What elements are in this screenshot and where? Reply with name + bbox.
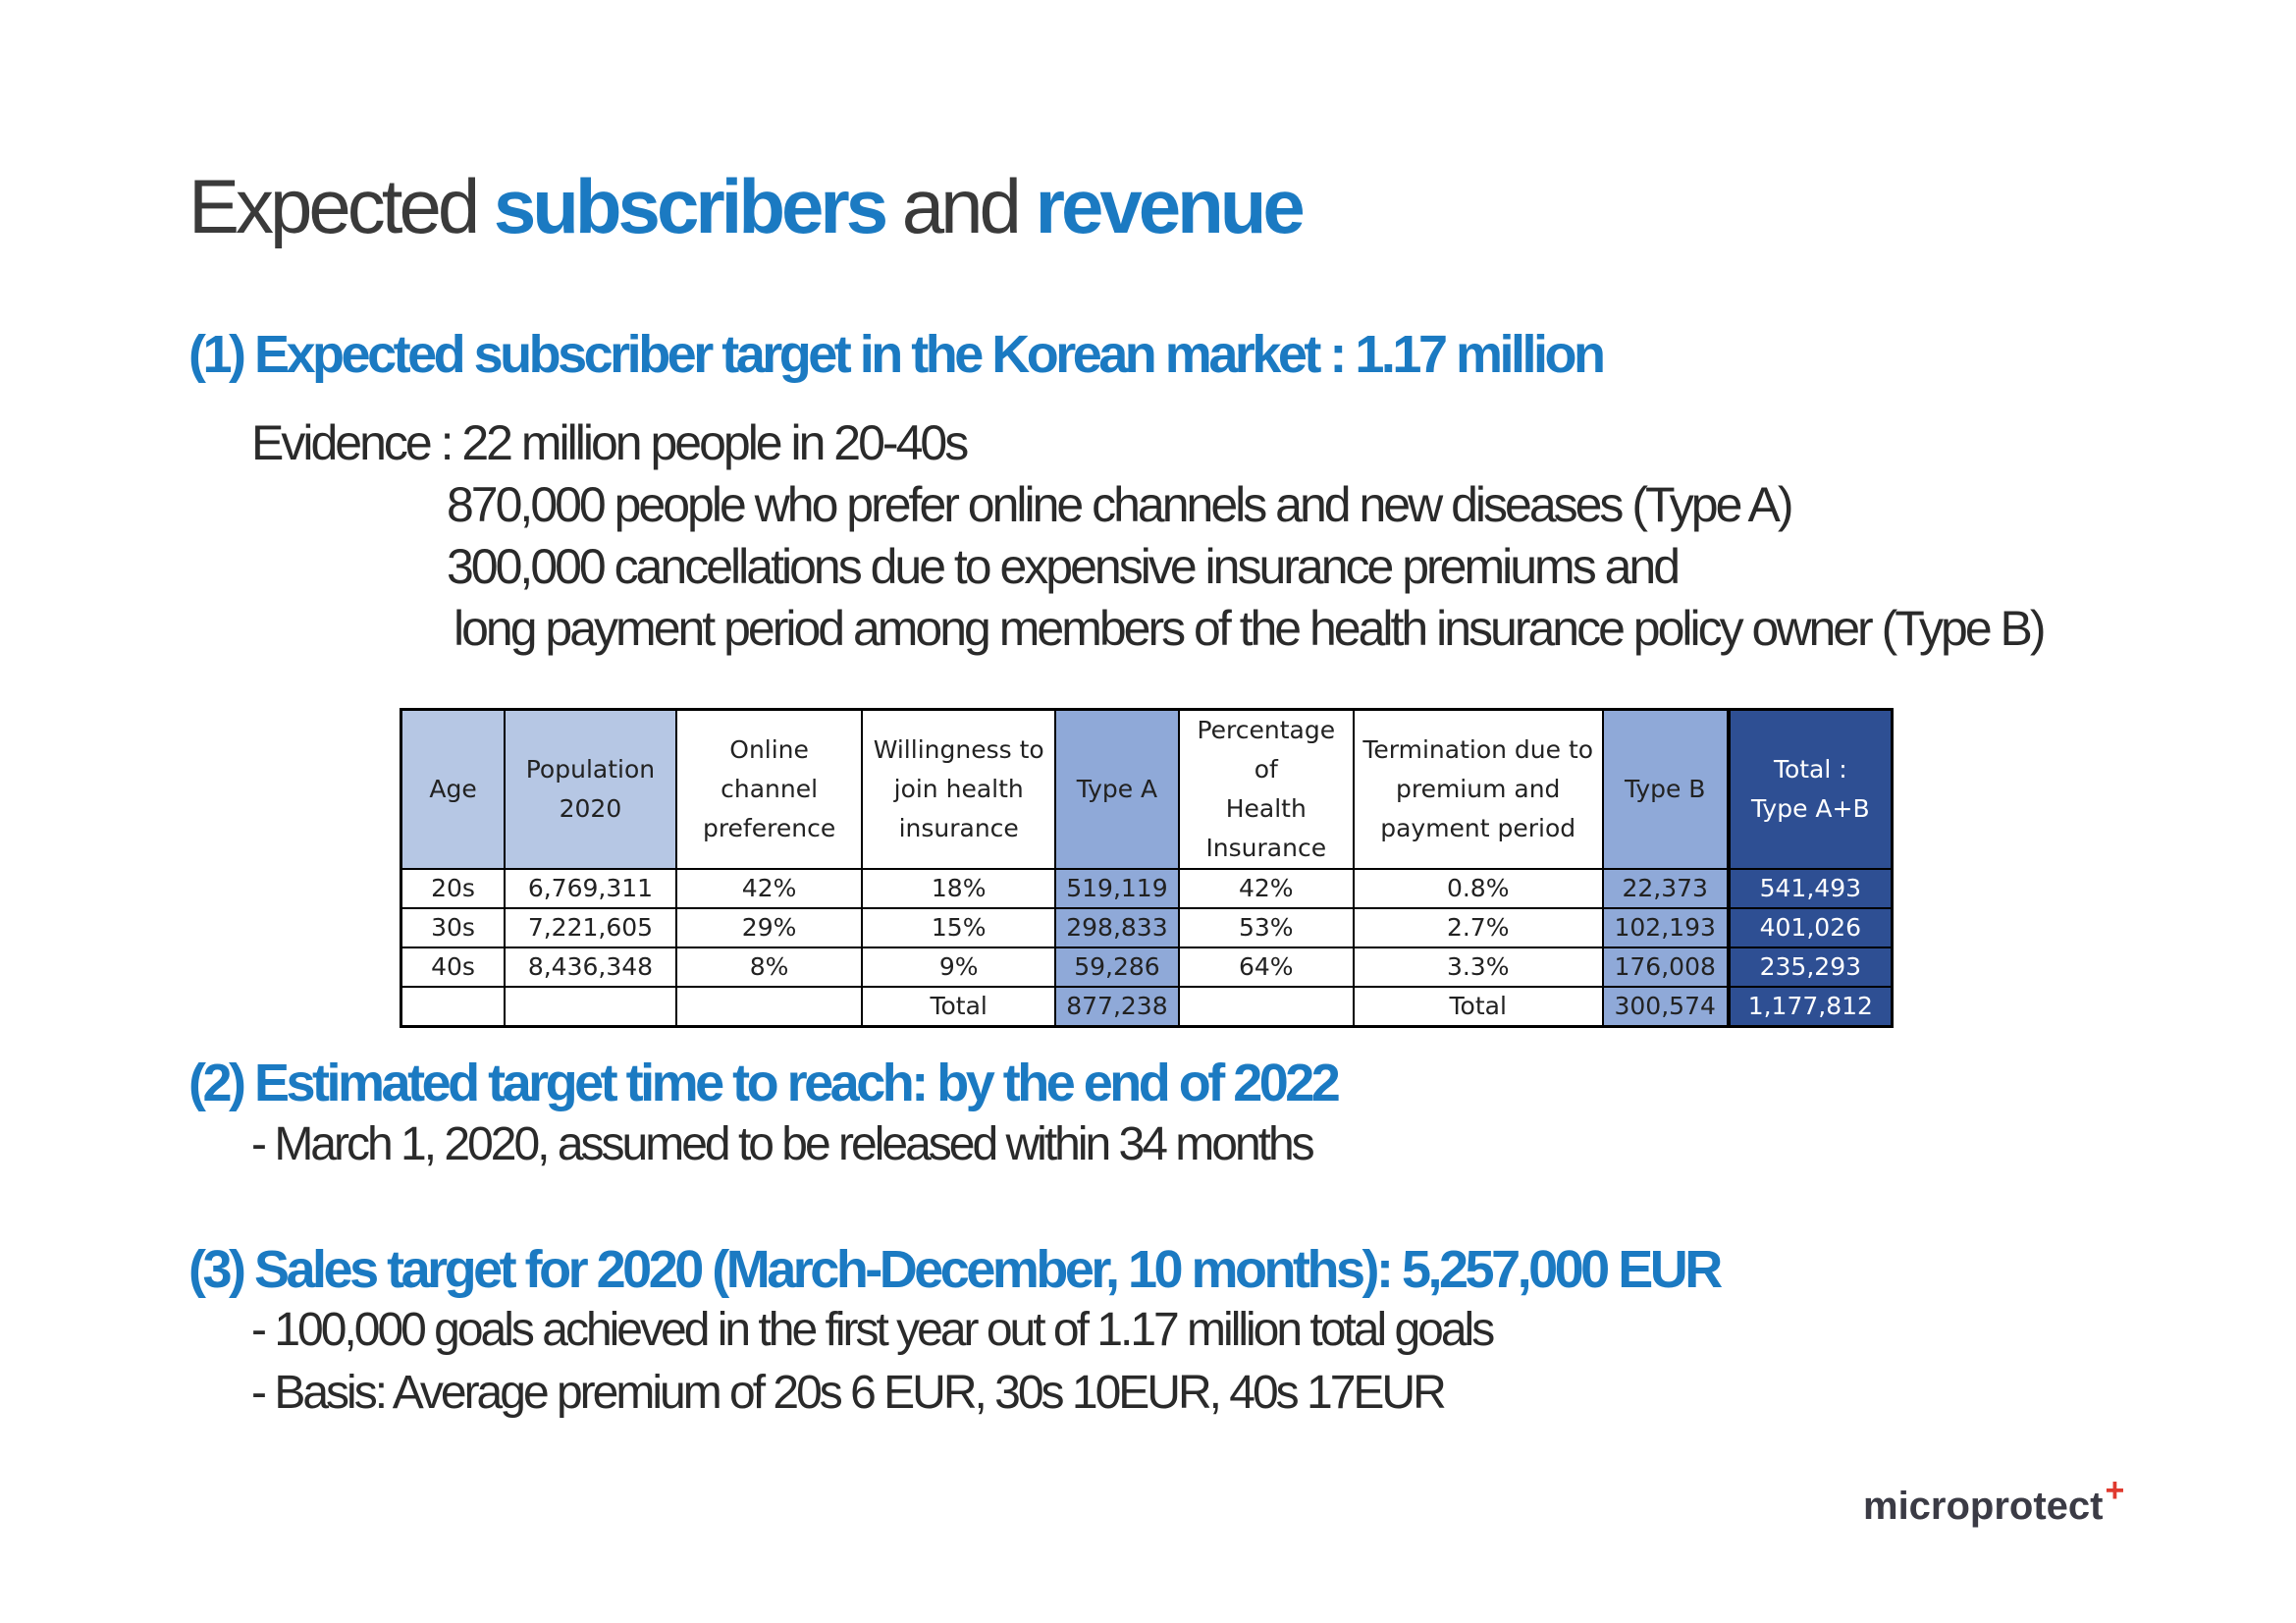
cell-total-type-a: 877,238 (1053, 986, 1180, 1028)
plus-icon: + (2105, 1472, 2125, 1509)
cell-termination: 2.7% (1352, 907, 1604, 948)
cell-total: 401,026 (1726, 907, 1894, 948)
cell-online: 42% (674, 868, 864, 909)
title-part-1: Expected (188, 163, 494, 249)
table-row: 40s 8,436,348 8% 9% 59,286 64% 3.3% 176,… (400, 947, 1894, 988)
header-total: Total : Type A+B (1726, 708, 1894, 870)
title-part-3: and (884, 163, 1036, 249)
cell-age: 30s (400, 907, 507, 948)
evidence-line-1: 870,000 people who prefer online channel… (447, 477, 1794, 532)
cell-grand-total: 1,177,812 (1726, 986, 1894, 1028)
header-termination: Termination due to premium and payment per… (1352, 708, 1604, 870)
cell-empty (1177, 986, 1355, 1028)
evidence-label: Evidence : 22 million people in 20-40s (251, 415, 969, 470)
cell-type-b: 102,193 (1601, 907, 1730, 948)
cell-percentage: 64% (1177, 947, 1355, 988)
cell-type-b: 22,373 (1601, 868, 1730, 909)
title-part-4: revenue (1035, 163, 1306, 249)
header-type-b: Type B (1601, 708, 1730, 870)
cell-age: 20s (400, 868, 507, 909)
cell-population: 7,221,605 (504, 907, 677, 948)
cell-age: 40s (400, 947, 507, 988)
header-age: Age (400, 708, 507, 870)
cell-termination: 0.8% (1352, 868, 1604, 909)
cell-type-b: 176,008 (1601, 947, 1730, 988)
cell-type-a: 298,833 (1053, 907, 1180, 948)
section2-heading: (2) Estimated target time to reach: by t… (188, 1054, 1341, 1112)
header-willingness: Willingness to join health insurance (861, 708, 1056, 870)
cell-percentage: 53% (1177, 907, 1355, 948)
cell-willingness: 18% (861, 868, 1056, 909)
section3-line-2: - Basis: Average premium of 20s 6 EUR, 3… (251, 1367, 1447, 1419)
header-type-a: Type A (1053, 708, 1180, 870)
cell-type-a: 519,119 (1053, 868, 1180, 909)
section2-line-1: - March 1, 2020, assumed to be released … (251, 1118, 1315, 1170)
header-population: Population 2020 (504, 708, 677, 870)
cell-empty (400, 986, 507, 1028)
cell-total-label-b: Total (1352, 986, 1604, 1028)
logo-text: microprotect (1863, 1485, 2104, 1528)
header-percentage: Percentage of Health Insurance (1177, 708, 1355, 870)
table-header-row: Age Population 2020 Online channel preferen… (400, 708, 1894, 870)
cell-population: 8,436,348 (504, 947, 677, 988)
cell-willingness: 9% (861, 947, 1056, 988)
cell-population: 6,769,311 (504, 868, 677, 909)
section3-line-1: - 100,000 goals achieved in the first ye… (251, 1304, 1495, 1356)
cell-online: 29% (674, 907, 864, 948)
cell-total: 541,493 (1726, 868, 1894, 909)
evidence-line-3: long payment period among members of the… (454, 601, 2047, 656)
cell-empty (674, 986, 864, 1028)
title-part-2: subscribers (493, 163, 888, 249)
cell-total: 235,293 (1726, 947, 1894, 988)
cell-total-label-a: Total (861, 986, 1056, 1028)
cell-empty (504, 986, 677, 1028)
header-online: Online channel preference (674, 708, 864, 870)
cell-type-a: 59,286 (1053, 947, 1180, 988)
cell-total-type-b: 300,574 (1601, 986, 1730, 1028)
company-logo: microprotect+ (1863, 1472, 2124, 1529)
cell-willingness: 15% (861, 907, 1056, 948)
table-total-row: Total 877,238 Total 300,574 1,177,812 (400, 986, 1894, 1028)
cell-percentage: 42% (1177, 868, 1355, 909)
evidence-line-2: 300,000 cancellations due to expensive i… (447, 539, 1681, 594)
table-row: 20s 6,769,311 42% 18% 519,119 42% 0.8% 2… (400, 868, 1894, 909)
cell-termination: 3.3% (1352, 947, 1604, 988)
section1-heading: (1) Expected subscriber target in the Ko… (188, 325, 1606, 384)
table-row: 30s 7,221,605 29% 15% 298,833 53% 2.7% 1… (400, 907, 1894, 948)
subscriber-table: Age Population 2020 Online channel preferen… (400, 708, 1894, 1028)
section3-heading: (3) Sales target for 2020 (March-Decembe… (188, 1240, 1723, 1299)
page-title: Expected subscribers and revenue (188, 162, 1306, 251)
cell-online: 8% (674, 947, 864, 988)
